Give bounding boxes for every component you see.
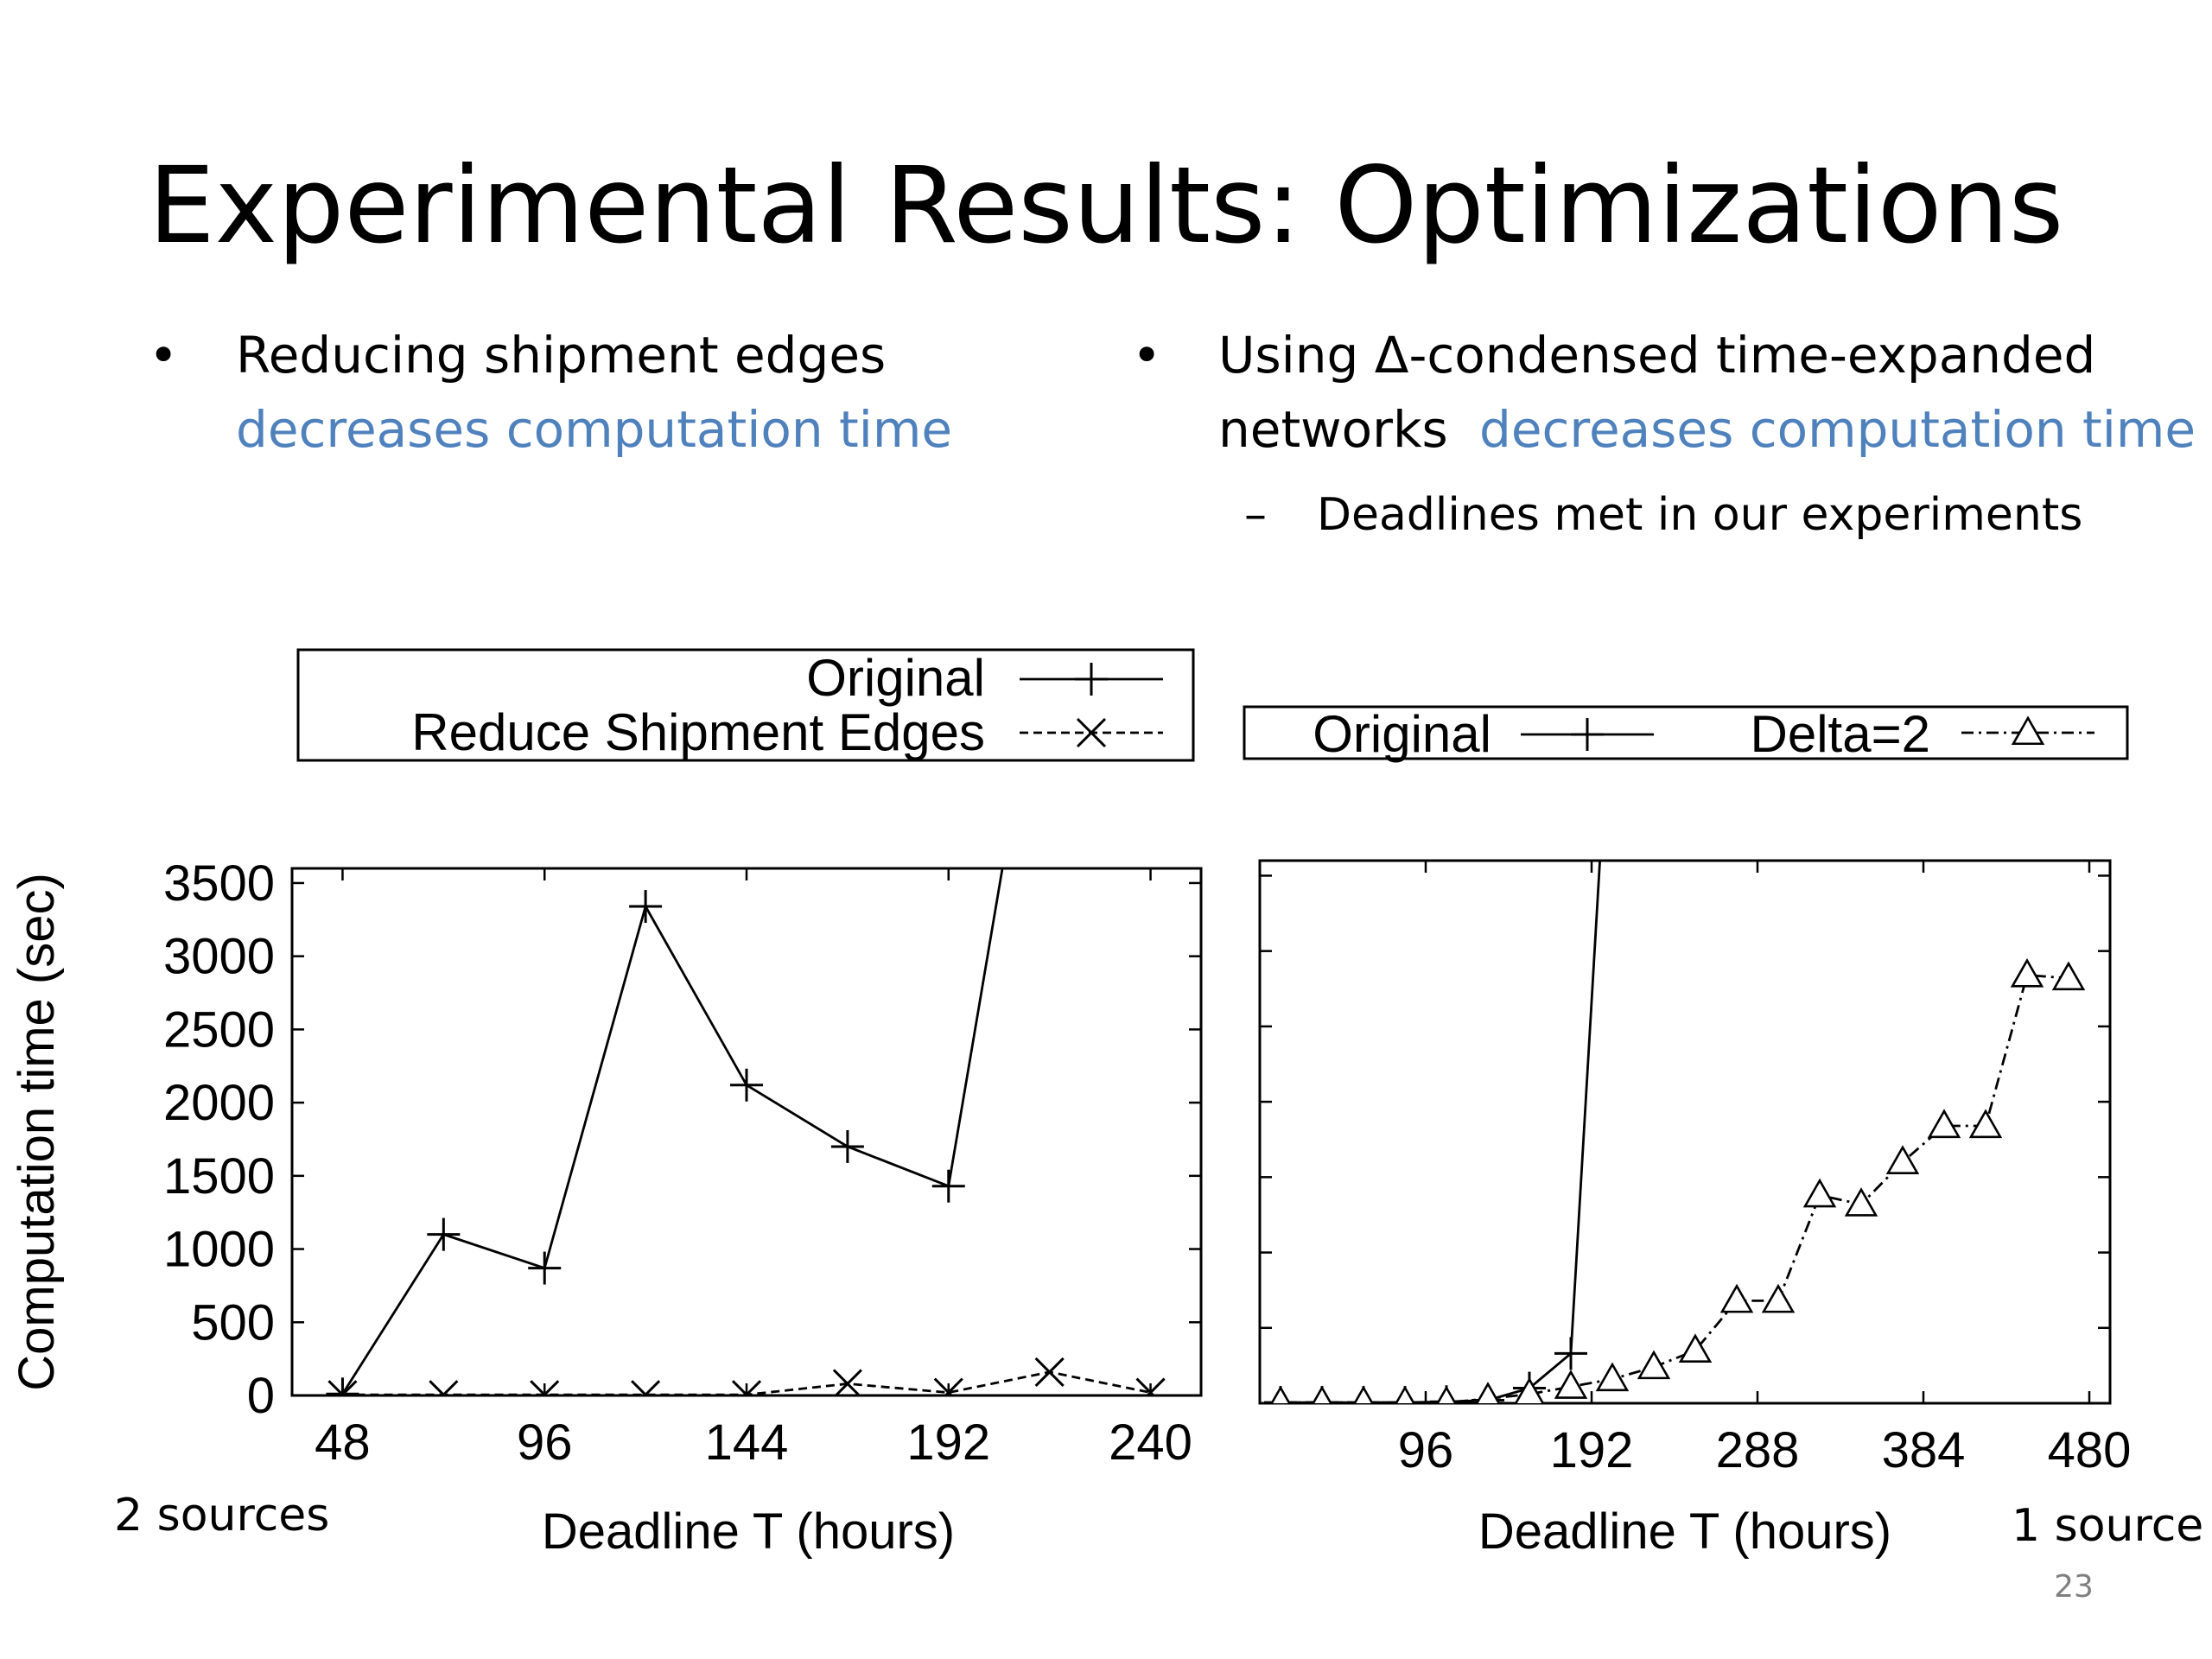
left-series-0-point bbox=[931, 1169, 965, 1203]
left-series-group bbox=[326, 868, 1166, 1395]
legend-right: Original Delta=2 bbox=[1243, 705, 2129, 763]
right-series-1-point bbox=[1395, 1385, 1415, 1403]
left-x-tick-label: 144 bbox=[705, 1414, 789, 1471]
left-series-1-point bbox=[933, 1377, 963, 1395]
left-bullet-text: Reducing shipment edges bbox=[236, 326, 887, 385]
left-y-tick-label: 1000 bbox=[163, 1222, 275, 1278]
right-x-tick-label: 192 bbox=[1550, 1422, 1634, 1478]
right-series-1-point bbox=[1968, 1109, 2003, 1139]
left-x-tick-label: 96 bbox=[517, 1414, 573, 1471]
legend-left-frame bbox=[296, 648, 1195, 762]
left-axis-ticks: 48 96 144 192 240 0 500 1000 1500 2000 2500 3000 350… bbox=[163, 855, 1201, 1471]
left-series-0-point bbox=[830, 1129, 864, 1163]
legend-right-swatch-original bbox=[1521, 718, 1654, 751]
sub-bullet-dash: – bbox=[1244, 489, 1267, 541]
legend-left-label-reduce: Reduce Shipment Edges bbox=[411, 703, 985, 761]
left-series-1-point bbox=[530, 1380, 560, 1395]
left-series-1-point bbox=[1034, 1357, 1065, 1387]
right-bullet-highlight: decreases computation time bbox=[1479, 400, 2196, 459]
right-series-1-point bbox=[1554, 1370, 1588, 1399]
left-series-1-point bbox=[731, 1380, 762, 1395]
legend-swatch-marker bbox=[1075, 663, 1108, 696]
right-series-1-point bbox=[1475, 1382, 1501, 1403]
right-x-tick-label: 480 bbox=[2048, 1422, 2132, 1478]
right-axis-ticks: 96 192 288 384 480 bbox=[1260, 861, 2131, 1478]
right-x-tick-label: 96 bbox=[1398, 1422, 1454, 1478]
right-series-group bbox=[1264, 861, 2086, 1403]
left-x-tick-label: 240 bbox=[1109, 1414, 1192, 1471]
right-series-line-1 bbox=[1281, 974, 2069, 1403]
left-series-0-point bbox=[730, 1068, 763, 1102]
left-y-tick-label: 3000 bbox=[163, 929, 275, 985]
left-x-tick-label: 48 bbox=[315, 1414, 371, 1471]
left-series-1-point bbox=[631, 1380, 661, 1395]
right-series-1-point bbox=[1802, 1178, 1837, 1208]
left-x-axis-label: Deadline T (hours) bbox=[542, 1503, 955, 1560]
right-series-1-point bbox=[2051, 961, 2086, 991]
sub-bullet-text: Deadlines met in our experiments bbox=[1317, 489, 2083, 541]
right-series-1-point bbox=[1844, 1187, 1878, 1217]
right-series-1-point bbox=[1719, 1283, 1754, 1313]
left-series-1-point bbox=[832, 1369, 862, 1395]
left-y-tick-label: 500 bbox=[191, 1294, 275, 1351]
right-series-1-point bbox=[1761, 1283, 1796, 1313]
plot-left-frame bbox=[290, 867, 1203, 1397]
right-series-1-point bbox=[1885, 1145, 1920, 1174]
right-bullet-line1: Using Δ-condensed time-expanded bbox=[1218, 326, 2096, 385]
left-series-line-0 bbox=[341, 868, 1004, 1395]
left-series-0-point bbox=[528, 1251, 562, 1285]
right-series-1-point bbox=[1436, 1385, 1457, 1403]
left-y-tick-label: 2500 bbox=[163, 1001, 275, 1058]
right-bullet-line2: networks bbox=[1218, 400, 1448, 459]
legend-swatch-marker bbox=[2011, 715, 2045, 746]
right-series-1-point bbox=[1595, 1362, 1630, 1392]
legend-swatch-marker bbox=[1571, 718, 1604, 751]
right-caption: 1 source bbox=[2012, 1500, 2204, 1552]
right-series-1-point bbox=[1514, 1376, 1545, 1403]
right-series-1-point bbox=[1637, 1350, 1671, 1380]
plot-right-frame bbox=[1258, 859, 2112, 1405]
legend-right-frame bbox=[1243, 705, 2129, 760]
left-series-0-point bbox=[427, 1217, 461, 1251]
right-series-0-point bbox=[1554, 1337, 1587, 1370]
legend-right-label-original: Original bbox=[1313, 705, 1491, 763]
page-title: Experimental Results: Optimizations bbox=[148, 144, 2064, 267]
left-y-axis-label: Computation time (sec) bbox=[9, 873, 65, 1391]
right-x-axis-label: Deadline T (hours) bbox=[1478, 1503, 1891, 1560]
legend-left-swatch-reduce bbox=[1020, 717, 1163, 748]
page-number: 23 bbox=[2054, 1569, 2094, 1605]
left-y-tick-label: 2000 bbox=[163, 1075, 275, 1131]
legend-left-swatch-original bbox=[1020, 663, 1163, 696]
left-x-tick-label: 192 bbox=[906, 1414, 990, 1471]
legend-swatch-marker bbox=[1076, 717, 1107, 748]
left-y-tick-label: 3500 bbox=[163, 855, 275, 912]
right-series-1-point bbox=[1312, 1385, 1332, 1403]
right-series-1-point bbox=[1678, 1333, 1713, 1363]
right-series-1-point bbox=[2010, 957, 2044, 988]
right-series-1-point bbox=[1270, 1385, 1291, 1403]
left-series-0-point bbox=[629, 890, 663, 924]
bullet-marker-right: • bbox=[1132, 326, 1162, 385]
right-series-1-point bbox=[1927, 1109, 1961, 1139]
chart-right: 96 192 288 384 480 Deadline T (hours) bbox=[1258, 859, 2131, 1560]
right-x-tick-label: 288 bbox=[1716, 1422, 1800, 1478]
left-series-1-point bbox=[327, 1380, 358, 1395]
left-caption: 2 sources bbox=[114, 1490, 330, 1541]
legend-right-label-delta: Delta=2 bbox=[1751, 705, 1930, 763]
left-bullet-highlight: decreases computation time bbox=[236, 400, 953, 459]
legend-left-label-original: Original bbox=[806, 649, 985, 707]
left-series-1-point bbox=[429, 1380, 459, 1395]
bullet-marker-left: • bbox=[149, 326, 179, 385]
chart-left: 48 96 144 192 240 0 500 1000 1500 2000 2500 3000 350… bbox=[9, 855, 1203, 1560]
legend-left: Original Reduce Shipment Edges bbox=[296, 648, 1195, 762]
legend-right-swatch-delta bbox=[1961, 715, 2094, 746]
left-y-tick-label: 0 bbox=[247, 1368, 275, 1424]
right-x-tick-label: 384 bbox=[1882, 1422, 1966, 1478]
left-series-1-point bbox=[1135, 1377, 1166, 1395]
left-y-tick-label: 1500 bbox=[163, 1148, 275, 1205]
right-series-1-point bbox=[1353, 1385, 1374, 1403]
